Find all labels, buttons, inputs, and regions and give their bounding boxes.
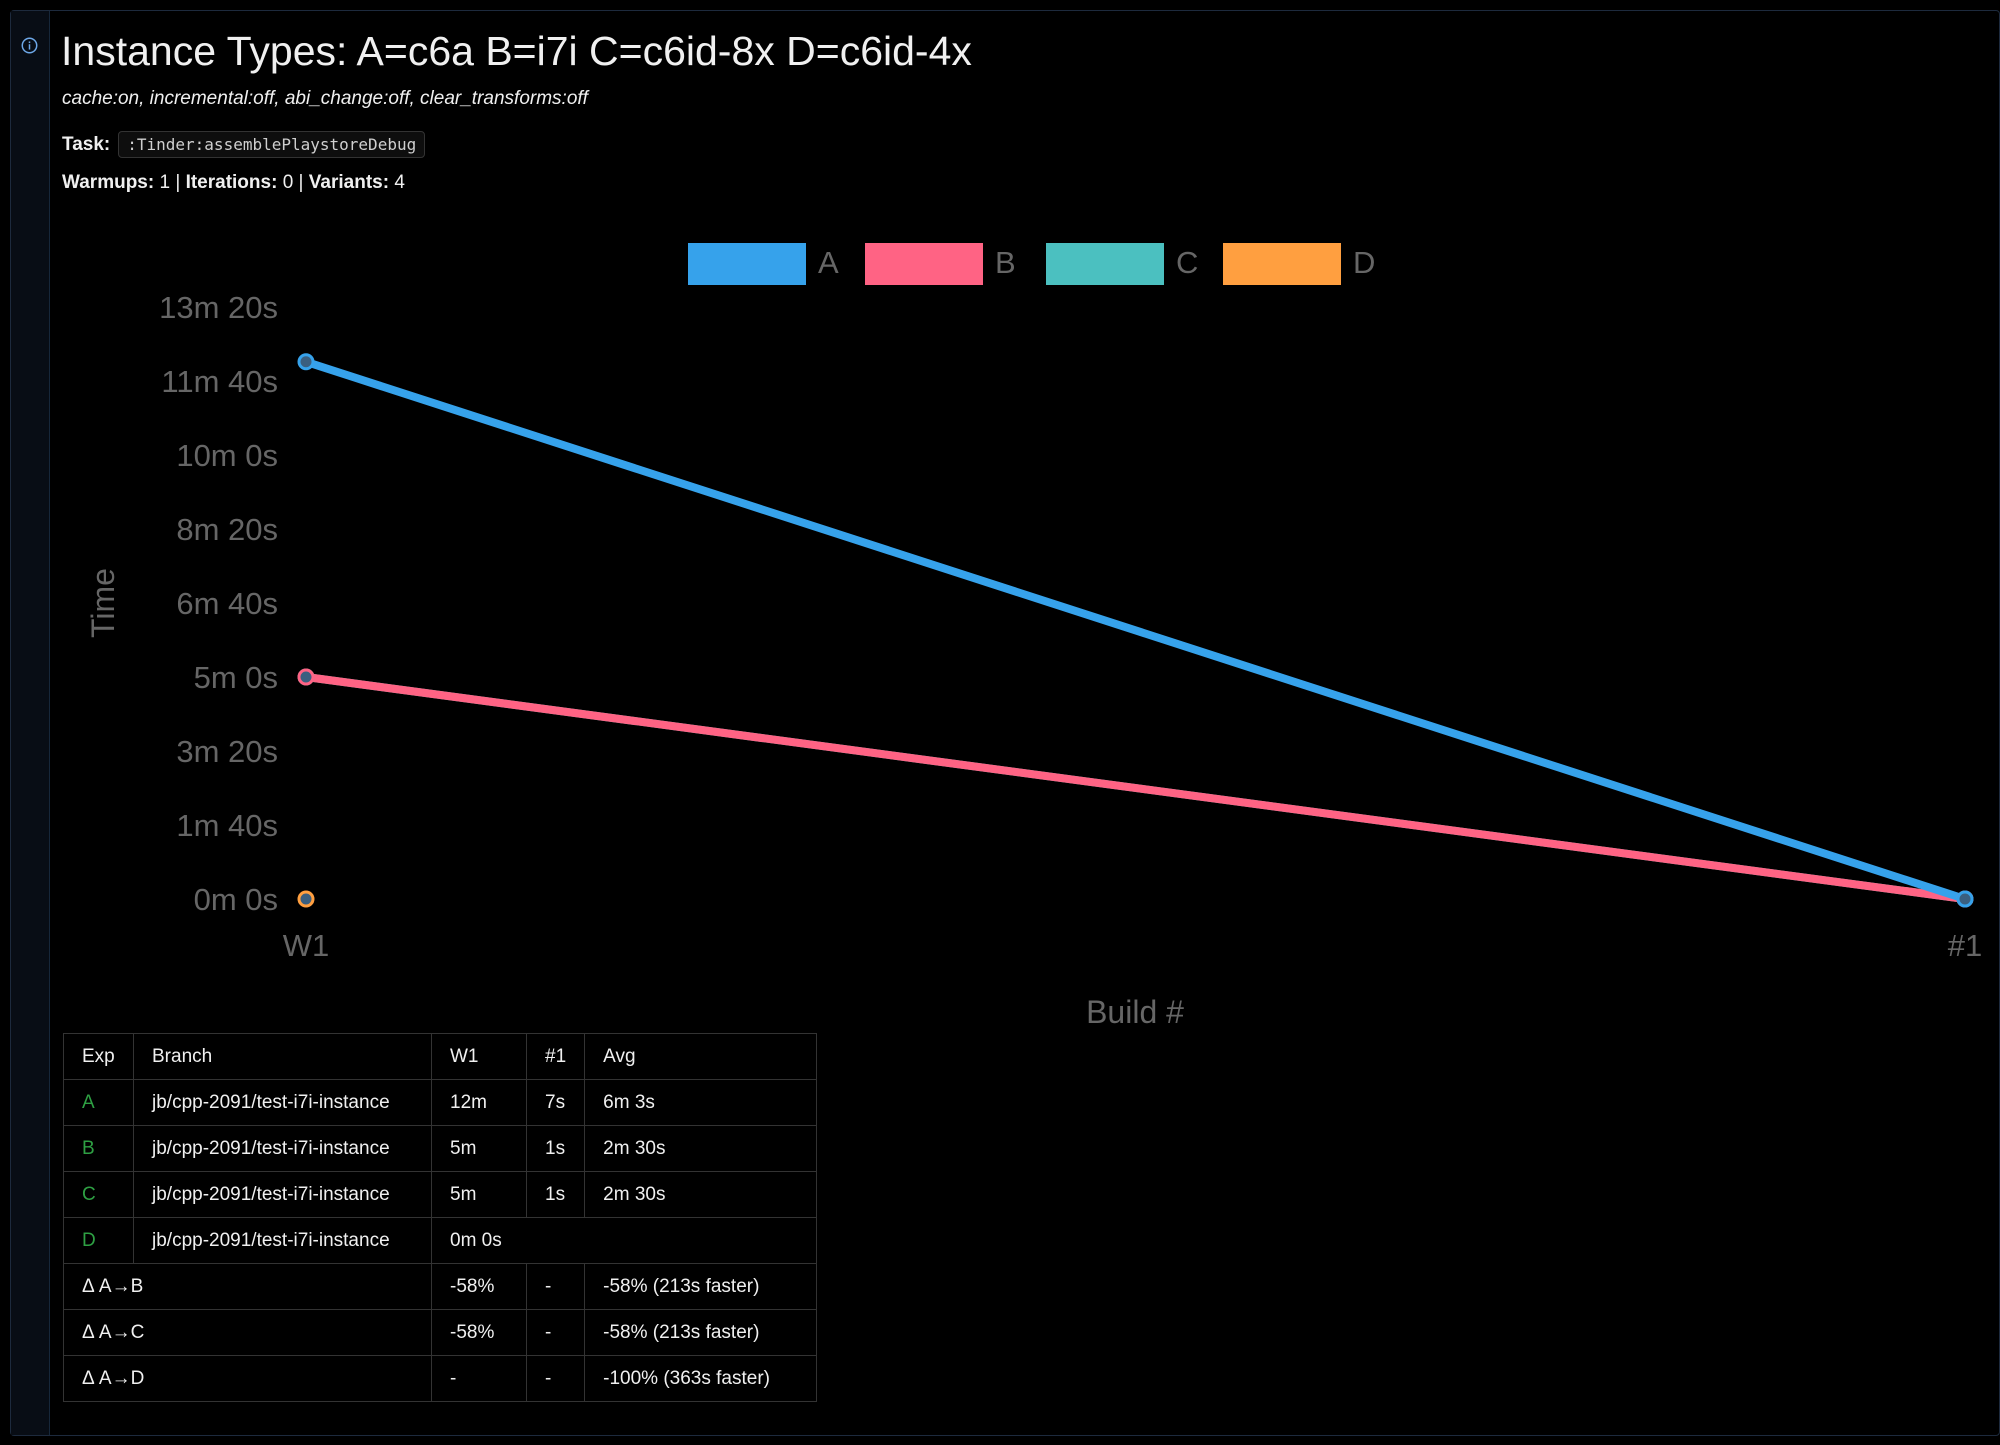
avg-cell: 6m 3s [584,1079,818,1126]
delta-row: Δ A→B -58% - -58% (213s faster) [63,1263,818,1310]
exp-cell: B [63,1125,134,1172]
exp-cell: D [63,1217,134,1264]
table-row: C jb/cpp-2091/test-i7i-instance 5m 1s 2m… [63,1171,818,1218]
legend-swatch-a [688,243,806,285]
delta-run1-cell: - [525,1309,586,1356]
results-table: Exp Branch W1 #1 Avg A jb/cpp-2091/test-… [63,1033,818,1402]
info-icon[interactable] [21,37,38,54]
warmups-label: Warmups: [62,172,155,193]
w1-cell: 5m [431,1171,527,1218]
exp-cell: C [63,1171,134,1218]
table-header-row: Exp Branch W1 #1 Avg [63,1033,818,1080]
series-line-b [305,673,1966,903]
legend-swatch-c [1046,243,1164,285]
table-row: A jb/cpp-2091/test-i7i-instance 12m 7s 6… [63,1079,818,1126]
legend-label-b: B [995,245,1016,280]
y-tick-label: 3m 20s [176,734,278,769]
delta-run1-cell: - [525,1355,586,1402]
iterations-label: Iterations: [185,172,278,193]
delta-row: Δ A→C -58% - -58% (213s faster) [63,1309,818,1356]
y-tick-label: 8m 20s [176,512,278,547]
y-axis-title: Time [85,568,121,638]
delta-avg-cell: -58% (213s faster) [584,1309,818,1356]
legend-swatch-d [1223,243,1341,285]
table-row: D jb/cpp-2091/test-i7i-instance 0m 0s [63,1217,818,1264]
delta-label-cell: Δ A→D [63,1355,432,1402]
data-point-a [297,353,315,371]
series-line-a [304,357,1967,903]
y-tick-label: 10m 0s [176,438,278,473]
delta-run1-cell: - [525,1263,586,1310]
branch-cell: jb/cpp-2091/test-i7i-instance [133,1125,432,1172]
delta-avg-cell: -58% (213s faster) [584,1263,818,1310]
data-point-a [1956,890,1974,908]
branch-cell: jb/cpp-2091/test-i7i-instance [133,1079,432,1126]
y-tick-label: 11m 40s [161,364,278,399]
run-meta: Warmups: 1 | Iterations: 0 | Variants: 4 [62,172,405,193]
legend-label-c: C [1176,245,1198,280]
x-axis-title: Build # [1086,994,1184,1030]
run1-cell: 7s [525,1079,586,1126]
col-header-run1: #1 [525,1033,586,1080]
delta-w1-cell: - [431,1355,527,1402]
x-tick-label: #1 [1948,928,1982,963]
y-tick-label: 5m 0s [194,660,278,695]
exp-cell: A [63,1079,134,1126]
variants-value: 4 [394,172,405,193]
col-header-w1: W1 [431,1033,527,1080]
legend-label-d: D [1353,245,1375,280]
delta-label-cell: Δ A→C [63,1309,432,1356]
page-title: Instance Types: A=c6a B=i7i C=c6id-8x D=… [61,28,972,74]
variants-label: Variants: [308,172,390,193]
run1-cell: 1s [525,1171,586,1218]
y-tick-label: 6m 40s [176,586,278,621]
run1-cell: 1s [525,1125,586,1172]
col-header-exp: Exp [63,1033,134,1080]
build-time-line-chart: A B C D 0m 0s 1m 40s 3m 20s 5m 0s 6m 40s 8m 20s 10… [85,243,1982,1030]
delta-row: Δ A→D - - -100% (363s faster) [63,1355,818,1402]
data-point-d [297,890,315,908]
y-tick-label: 13m 20s [159,290,278,325]
avg-cell: 2m 30s [584,1125,818,1172]
col-header-avg: Avg [584,1033,818,1080]
delta-label-cell: Δ A→B [63,1263,432,1310]
legend-label-a: A [818,245,839,280]
side-gutter [11,11,50,1435]
w1-cell: 0m 0s [430,1217,818,1264]
w1-cell: 5m [431,1125,527,1172]
task-label: Task: [62,133,111,155]
branch-cell: jb/cpp-2091/test-i7i-instance [133,1217,432,1264]
col-header-branch: Branch [133,1033,432,1080]
delta-w1-cell: -58% [431,1263,527,1310]
legend-swatch-b [865,243,983,285]
branch-cell: jb/cpp-2091/test-i7i-instance [133,1171,432,1218]
warmups-value: 1 [159,172,171,193]
x-tick-label: W1 [283,928,330,963]
y-tick-label: 1m 40s [176,808,278,843]
task-line: Task: :Tinder:assemblePlaystoreDebug [62,131,426,158]
task-name-code: :Tinder:assemblePlaystoreDebug [118,131,426,158]
delta-avg-cell: -100% (363s faster) [584,1355,818,1402]
table-row: B jb/cpp-2091/test-i7i-instance 5m 1s 2m… [63,1125,818,1172]
data-point-b [297,668,315,686]
avg-cell: 2m 30s [584,1171,818,1218]
y-tick-label: 0m 0s [194,882,278,917]
w1-cell: 12m [431,1079,527,1126]
delta-w1-cell: -58% [431,1309,527,1356]
config-subtitle: cache:on, incremental:off, abi_change:of… [62,88,588,109]
iterations-value: 0 [282,172,294,193]
